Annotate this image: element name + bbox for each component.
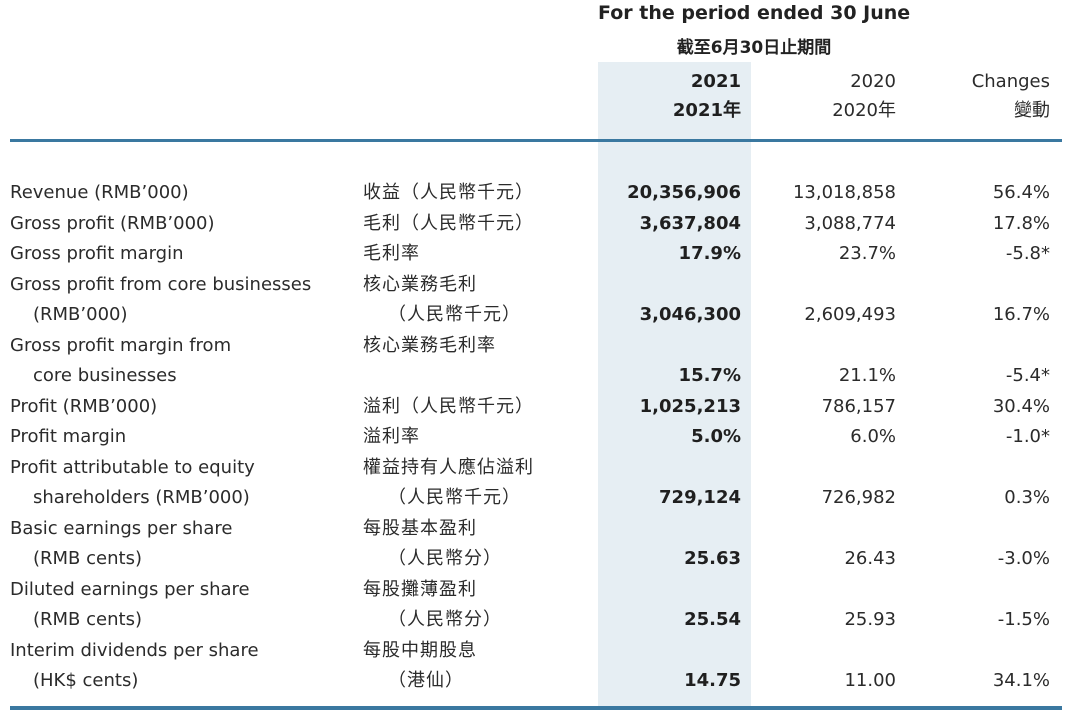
- value-2020: 726,982: [821, 487, 896, 508]
- row-label-zh: 核心業務毛利率: [363, 334, 496, 356]
- value-2020: 25.93: [844, 609, 896, 630]
- header-2021-zh: 2021年: [672, 100, 741, 121]
- value-2020: 23.7%: [838, 243, 896, 264]
- row-label-en: Interim dividends per share: [10, 639, 259, 661]
- row-label-en: Diluted earnings per share: [10, 578, 250, 600]
- table-row: Revenue (RMB’000) 收益（人民幣千元） 20,356,906 13,0…: [0, 178, 1080, 209]
- value-2021: 25.63: [684, 548, 741, 569]
- value-change: 0.3%: [1004, 487, 1050, 508]
- table-row: Gross profit from core businesses 核心業務毛利: [0, 270, 1080, 301]
- value-2021: 15.7%: [678, 365, 741, 386]
- value-2020: 6.0%: [850, 426, 896, 447]
- header-changes: Changes: [971, 71, 1050, 92]
- row-label-en: Gross profit (RMB’000): [10, 212, 215, 234]
- row-label-zh: （港仙）: [388, 670, 464, 691]
- header-2020-zh: 2020年: [832, 100, 896, 121]
- footer-rule: [10, 706, 1062, 710]
- row-label-zh: 權益持有人應佔溢利: [363, 456, 534, 478]
- row-label-en: core businesses: [33, 365, 177, 386]
- row-label-zh: 核心業務毛利: [363, 273, 477, 295]
- row-label-en: shareholders (RMB’000): [33, 487, 250, 508]
- value-2020: 2,609,493: [804, 304, 896, 325]
- row-label-zh: 毛利率: [363, 243, 420, 264]
- value-change: 56.4%: [992, 182, 1050, 203]
- table-row: Profit (RMB’000) 溢利（人民幣千元） 1,025,213 786,15…: [0, 392, 1080, 423]
- row-label-zh: （人民幣分）: [388, 609, 502, 630]
- value-2021: 20,356,906: [627, 182, 741, 203]
- table-row: (RMB cents) （人民幣分） 25.63 26.43 -3.0%: [0, 544, 1080, 575]
- row-label-zh: 每股中期股息: [363, 639, 477, 661]
- row-label-en: (RMB cents): [33, 609, 142, 630]
- row-label-en: Gross profit margin from: [10, 334, 232, 356]
- row-label-zh: 溢利率: [363, 426, 420, 447]
- value-2021: 3,046,300: [639, 304, 741, 325]
- row-label-en: Profit (RMB’000): [10, 395, 158, 417]
- value-change: 17.8%: [992, 212, 1050, 234]
- current-year-column-highlight: [598, 62, 751, 708]
- table-row: Profit attributable to equity 權益持有人應佔溢利: [0, 453, 1080, 484]
- table-row: Gross profit margin from 核心業務毛利率: [0, 331, 1080, 362]
- value-2021: 1,025,213: [639, 395, 741, 417]
- row-label-en: (RMB’000): [33, 304, 128, 325]
- value-2020: 26.43: [844, 548, 896, 569]
- table-row: (HK$ cents) （港仙） 14.75 11.00 34.1%: [0, 666, 1080, 697]
- value-2020: 786,157: [821, 395, 896, 417]
- table-row: (RMB’000) （人民幣千元） 3,046,300 2,609,493 16.7%: [0, 300, 1080, 331]
- value-change: 30.4%: [992, 395, 1050, 417]
- value-2020: 13,018,858: [792, 182, 896, 203]
- period-title-zh: 截至6月30日止期間: [676, 38, 832, 58]
- table-row: Profit margin 溢利率 5.0% 6.0% -1.0*: [0, 422, 1080, 453]
- value-2021: 3,637,804: [639, 212, 741, 234]
- row-label-zh: （人民幣千元）: [388, 304, 521, 325]
- table-row: Basic earnings per share 每股基本盈利: [0, 514, 1080, 545]
- header-2021: 2021: [690, 71, 741, 92]
- row-label-zh: 每股基本盈利: [363, 517, 477, 539]
- value-change: 34.1%: [992, 670, 1050, 691]
- value-2020: 21.1%: [838, 365, 896, 386]
- header-rule: [10, 139, 1062, 142]
- value-change: -1.5%: [997, 609, 1050, 630]
- period-title-en: For the period ended 30 June: [598, 2, 911, 24]
- row-label-en: Basic earnings per share: [10, 517, 233, 539]
- row-label-zh: 每股攤薄盈利: [363, 578, 477, 600]
- row-label-en: Gross profit from core businesses: [10, 273, 312, 295]
- table-row: core businesses 15.7% 21.1% -5.4*: [0, 361, 1080, 392]
- row-label-zh: 溢利（人民幣千元）: [363, 395, 534, 417]
- value-2021: 5.0%: [691, 426, 741, 447]
- row-label-en: Revenue (RMB’000): [10, 182, 189, 203]
- row-label-en: (RMB cents): [33, 548, 142, 569]
- table-row: Diluted earnings per share 每股攤薄盈利: [0, 575, 1080, 606]
- row-label-zh: 毛利（人民幣千元）: [363, 212, 534, 234]
- table-row: shareholders (RMB’000) （人民幣千元） 729,124 726,…: [0, 483, 1080, 514]
- value-2021: 14.75: [684, 670, 741, 691]
- value-change: -5.4*: [1005, 365, 1050, 386]
- value-change: -3.0%: [997, 548, 1050, 569]
- value-2020: 3,088,774: [804, 212, 896, 234]
- row-label-en: Profit margin: [10, 426, 127, 447]
- value-2021: 729,124: [659, 487, 741, 508]
- value-2021: 17.9%: [678, 243, 741, 264]
- table-row: Gross profit margin 毛利率 17.9% 23.7% -5.8*: [0, 239, 1080, 270]
- table-row: Gross profit (RMB’000) 毛利（人民幣千元） 3,637,804…: [0, 209, 1080, 240]
- row-label-en: (HK$ cents): [33, 670, 139, 691]
- value-2020: 11.00: [844, 670, 896, 691]
- table-row: (RMB cents) （人民幣分） 25.54 25.93 -1.5%: [0, 605, 1080, 636]
- value-change: -5.8*: [1005, 243, 1050, 264]
- row-label-zh: （人民幣千元）: [388, 487, 521, 508]
- row-label-en: Gross profit margin: [10, 243, 184, 264]
- value-change: -1.0*: [1005, 426, 1050, 447]
- table-row: Interim dividends per share 每股中期股息: [0, 636, 1080, 667]
- row-label-zh: （人民幣分）: [388, 548, 502, 569]
- header-changes-zh: 變動: [1014, 100, 1050, 121]
- row-label-en: Profit attributable to equity: [10, 456, 255, 478]
- value-2021: 25.54: [684, 609, 741, 630]
- header-2020: 2020: [850, 71, 896, 92]
- value-change: 16.7%: [992, 304, 1050, 325]
- row-label-zh: 收益（人民幣千元）: [363, 182, 534, 203]
